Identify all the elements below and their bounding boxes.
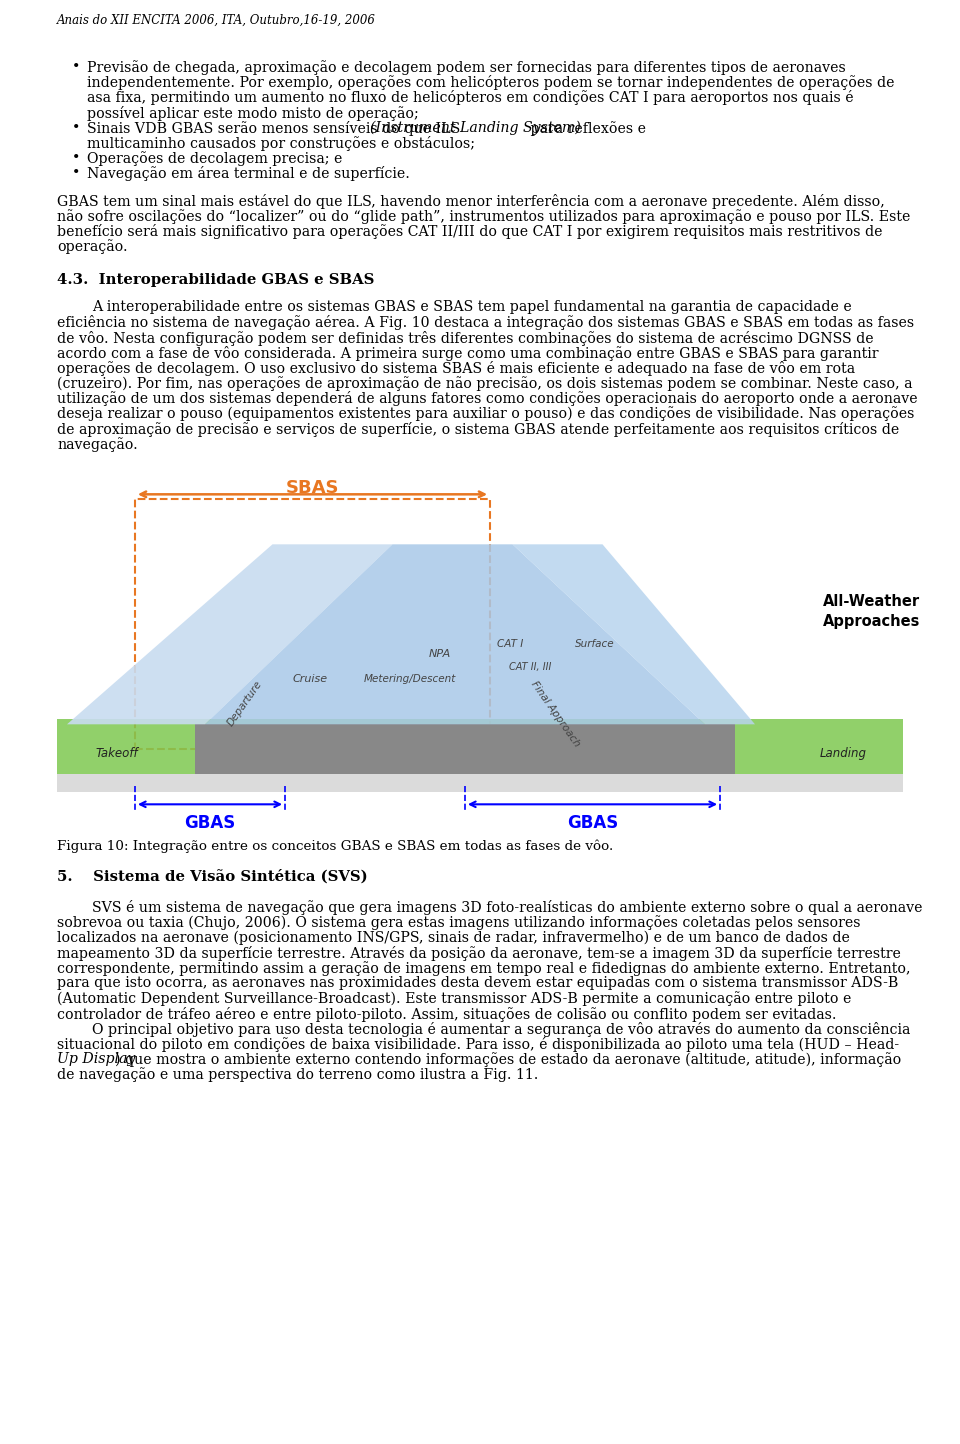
Text: Final Approach: Final Approach	[529, 679, 582, 749]
Text: deseja realizar o pouso (equipamentos existentes para auxiliar o pouso) e das co: deseja realizar o pouso (equipamentos ex…	[57, 407, 914, 422]
Text: operações de decolagem. O uso exclusivo do sistema SBAS é mais eficiente e adequ: operações de decolagem. O uso exclusivo …	[57, 361, 855, 375]
Text: 4.3.  Interoperabilidade GBAS e SBAS: 4.3. Interoperabilidade GBAS e SBAS	[57, 273, 374, 287]
Text: Landing: Landing	[820, 748, 867, 761]
Text: multicaminho causados por construções e obstáculos;: multicaminho causados por construções e …	[87, 136, 475, 152]
Text: benefício será mais significativo para operações CAT II/III do que CAT I por exi: benefício será mais significativo para o…	[57, 224, 882, 240]
Text: utilização de um dos sistemas dependerá de alguns fatores como condições operaci: utilização de um dos sistemas dependerá …	[57, 391, 918, 406]
Text: •: •	[72, 166, 81, 180]
Text: O principal objetivo para uso desta tecnologia é aumentar a segurança de vôo atr: O principal objetivo para uso desta tecn…	[92, 1022, 910, 1037]
Text: de navegação e uma perspectiva do terreno como ilustra a Fig. 11.: de navegação e uma perspectiva do terren…	[57, 1067, 539, 1082]
Text: GBAS: GBAS	[184, 814, 235, 832]
Bar	[195, 725, 735, 774]
Text: All-Weather: All-Weather	[823, 595, 920, 609]
Text: •: •	[72, 61, 81, 74]
Text: Operações de decolagem precisa; e: Operações de decolagem precisa; e	[87, 152, 343, 166]
Bar	[57, 465, 903, 835]
Polygon shape	[513, 544, 755, 725]
Text: NPA: NPA	[429, 650, 451, 660]
Text: A interoperabilidade entre os sistemas GBAS e SBAS tem papel fundamental na gara: A interoperabilidade entre os sistemas G…	[92, 300, 852, 315]
Text: SBAS: SBAS	[286, 479, 339, 497]
Text: mapeamento 3D da superfície terrestre. Através da posição da aeronave, tem-se a : mapeamento 3D da superfície terrestre. A…	[57, 946, 900, 960]
Bar	[57, 719, 903, 774]
Text: •: •	[72, 152, 81, 165]
Text: de aproximação de precisão e serviços de superfície, o sistema GBAS atende perfe: de aproximação de precisão e serviços de…	[57, 422, 900, 436]
Text: Metering/Descent: Metering/Descent	[364, 674, 456, 684]
Text: Surface: Surface	[575, 640, 614, 650]
Text: GBAS tem um sinal mais estável do que ILS, havendo menor interferência com a aer: GBAS tem um sinal mais estável do que IL…	[57, 193, 885, 209]
Text: GBAS: GBAS	[566, 814, 618, 832]
Text: Sinais VDB GBAS serão menos sensíveis do que ILS: Sinais VDB GBAS serão menos sensíveis do…	[87, 121, 465, 136]
Text: independentemente. Por exemplo, operações com helicópteros podem se tornar indep: independentemente. Por exemplo, operaçõe…	[87, 75, 895, 90]
Text: CAT II, III: CAT II, III	[509, 663, 551, 673]
Text: Departure: Departure	[226, 679, 264, 728]
Text: de vôo. Nesta configuração podem ser definidas três diferentes combinações do si: de vôo. Nesta configuração podem ser def…	[57, 331, 874, 345]
Text: (Automatic Dependent Surveillance-Broadcast). Este transmissor ADS-B permite a c: (Automatic Dependent Surveillance-Broadc…	[57, 992, 852, 1006]
Text: localizados na aeronave (posicionamento INS/GPS, sinais de radar, infravermelho): localizados na aeronave (posicionamento …	[57, 930, 850, 944]
Text: 5.    Sistema de Visão Sintética (SVS): 5. Sistema de Visão Sintética (SVS)	[57, 869, 368, 884]
Text: Anais do XII ENCITA 2006, ITA, Outubro,16-19, 2006: Anais do XII ENCITA 2006, ITA, Outubro,1…	[57, 14, 376, 27]
Text: (cruzeiro). Por fim, nas operações de aproximação de não precisão, os dois siste: (cruzeiro). Por fim, nas operações de ap…	[57, 375, 913, 391]
Text: não sofre oscilações do “localizer” ou do “glide path”, instrumentos utilizados : não sofre oscilações do “localizer” ou d…	[57, 209, 910, 224]
Text: Navegação em área terminal e de superfície.: Navegação em área terminal e de superfíc…	[87, 166, 410, 182]
Text: Figura 10: Integração entre os conceitos GBAS e SBAS em todas as fases de vôo.: Figura 10: Integração entre os conceitos…	[57, 839, 613, 853]
Text: para reflexões e: para reflexões e	[526, 121, 646, 136]
Text: situacional do piloto em condições de baixa visibilidade. Para isso, é disponibi: situacional do piloto em condições de ba…	[57, 1037, 900, 1051]
Text: •: •	[72, 121, 81, 134]
Text: operação.: operação.	[57, 240, 128, 254]
Text: navegação.: navegação.	[57, 438, 137, 452]
Text: acordo com a fase de vôo considerada. A primeira surge como uma combinação entre: acordo com a fase de vôo considerada. A …	[57, 345, 878, 361]
Text: possível aplicar este modo misto de operação;: possível aplicar este modo misto de oper…	[87, 105, 419, 121]
Bar	[135, 500, 490, 749]
Text: asa fixa, permitindo um aumento no fluxo de helicópteros em condições CAT I para: asa fixa, permitindo um aumento no fluxo…	[87, 91, 853, 105]
Text: correspondente, permitindo assim a geração de imagens em tempo real e fidedignas: correspondente, permitindo assim a geraç…	[57, 960, 910, 976]
Text: Cruise: Cruise	[293, 674, 327, 684]
Text: para que isto ocorra, as aeronaves nas proximidades desta devem estar equipadas : para que isto ocorra, as aeronaves nas p…	[57, 976, 899, 991]
Text: Takeoff: Takeoff	[96, 748, 138, 761]
Text: CAT I: CAT I	[497, 640, 523, 650]
Text: SVS é um sistema de navegação que gera imagens 3D foto-realísticas do ambiente e: SVS é um sistema de navegação que gera i…	[92, 900, 923, 915]
Bar	[57, 774, 903, 793]
Text: ) que mostra o ambiente externo contendo informações de estado da aeronave (alti: ) que mostra o ambiente externo contendo…	[115, 1053, 901, 1067]
Text: Approaches: Approaches	[823, 614, 920, 630]
Text: (Instrument Landing System): (Instrument Landing System)	[371, 121, 581, 136]
Polygon shape	[67, 544, 393, 725]
Text: sobrevoa ou taxia (Chujo, 2006). O sistema gera estas imagens utilizando informa: sobrevoa ou taxia (Chujo, 2006). O siste…	[57, 915, 860, 930]
Text: Previsão de chegada, aproximação e decolagem podem ser fornecidas para diferente: Previsão de chegada, aproximação e decol…	[87, 61, 846, 75]
Polygon shape	[205, 544, 705, 725]
Text: controlador de tráfeo aéreo e entre piloto-piloto. Assim, situações de colisão o: controlador de tráfeo aéreo e entre pilo…	[57, 1006, 836, 1021]
Text: Up Display: Up Display	[57, 1053, 135, 1066]
Text: eficiência no sistema de navegação aérea. A Fig. 10 destaca a integração dos sis: eficiência no sistema de navegação aérea…	[57, 315, 914, 331]
